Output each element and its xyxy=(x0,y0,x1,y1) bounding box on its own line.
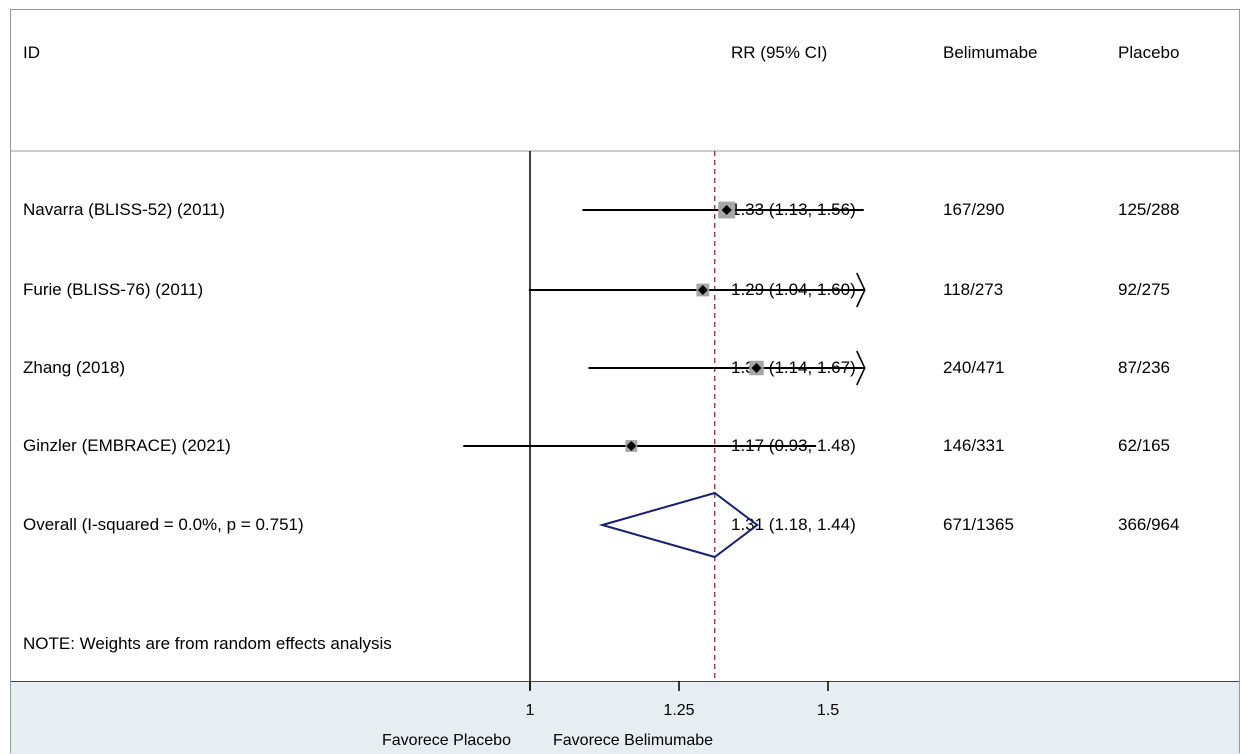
x-tick-label-1: 1.25 xyxy=(663,702,694,719)
xlabel-right: Favorece Belimumabe xyxy=(553,732,714,749)
study-label: Ginzler (EMBRACE) (2021) xyxy=(23,436,231,455)
point-estimate-0 xyxy=(721,205,732,215)
study-treatment-events: 167/290 xyxy=(943,200,1005,219)
header-id: ID xyxy=(23,43,40,62)
study-control-events: 92/275 xyxy=(1118,280,1170,299)
study-label: Navarra (BLISS-52) (2011) xyxy=(23,200,225,219)
study-control-events: 125/288 xyxy=(1118,200,1180,219)
x-tick-label-0: 1 xyxy=(526,702,535,719)
overall-diamond xyxy=(598,491,759,559)
point-estimate-1 xyxy=(697,285,708,295)
point-estimate-3 xyxy=(626,441,637,451)
overall-rr-ci: 1.31 (1.18, 1.44) xyxy=(731,515,856,534)
study-label: Furie (BLISS-76) (2011) xyxy=(23,280,204,299)
x-tick-label-2: 1.5 xyxy=(817,702,839,719)
point-estimate-2 xyxy=(751,363,762,373)
plot-frame xyxy=(10,9,1240,753)
overall-treatment-events: 671/1365 xyxy=(943,515,1014,534)
overall-control-events: 366/964 xyxy=(1118,515,1180,534)
ci-arrow-1 xyxy=(856,272,866,308)
axis-band xyxy=(11,681,1239,754)
study-treatment-events: 118/273 xyxy=(943,280,1004,299)
note-text: NOTE: Weights are from random effects an… xyxy=(23,634,392,653)
overall-label: Overall (I-squared = 0.0%, p = 0.751) xyxy=(23,515,304,534)
study-treatment-events: 146/331 xyxy=(943,436,1005,455)
study-treatment-events: 240/471 xyxy=(943,358,1005,377)
header-treatment: Belimumabe xyxy=(943,43,1038,62)
header-control: Placebo xyxy=(1118,43,1180,62)
study-label: Zhang (2018) xyxy=(23,358,126,377)
study-control-events: 62/165 xyxy=(1118,436,1170,455)
study-control-events: 87/236 xyxy=(1118,358,1170,377)
header-rr-ci: RR (95% CI) xyxy=(731,43,828,62)
ci-arrow-2 xyxy=(856,350,866,386)
xlabel-left: Favorece Placebo xyxy=(382,732,511,749)
